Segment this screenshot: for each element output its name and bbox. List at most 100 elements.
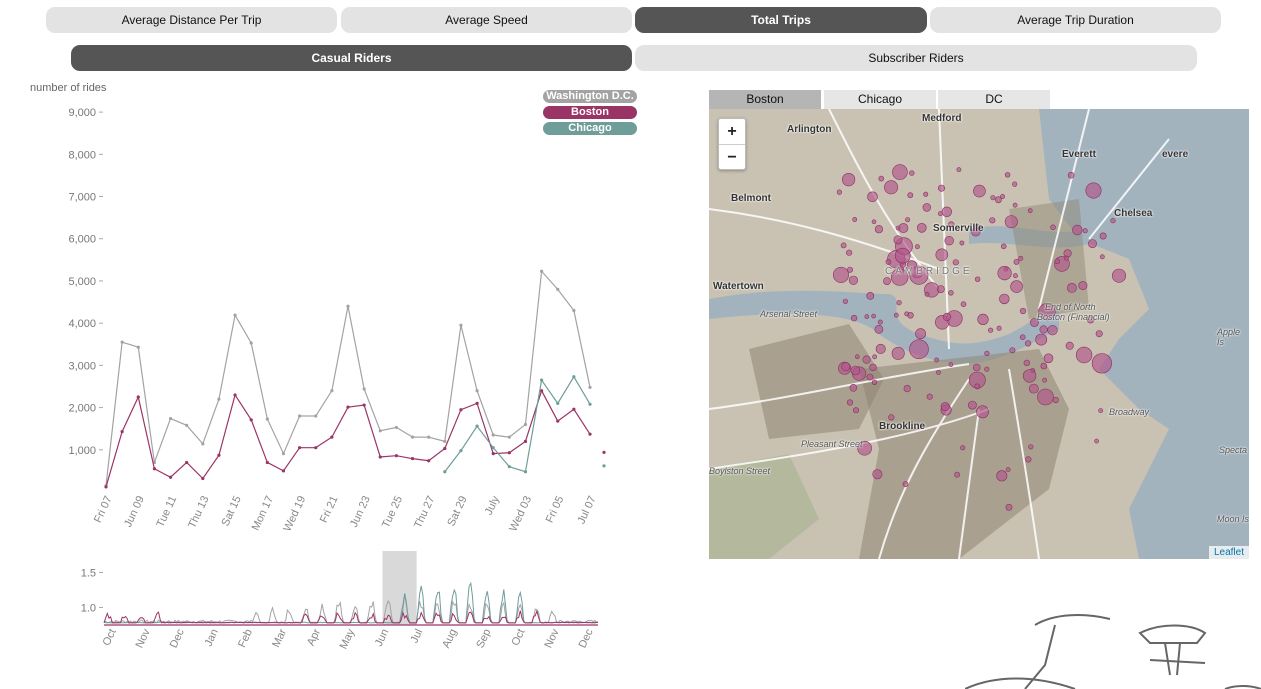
data-point	[523, 422, 528, 427]
tab-total-trips[interactable]: Total Trips	[635, 7, 927, 33]
tab-average-trip-duration[interactable]: Average Trip Duration	[930, 7, 1221, 33]
data-point	[556, 401, 560, 405]
station-marker	[869, 363, 877, 372]
mystic-river	[969, 226, 1089, 248]
brush-x-tick-label: Apr	[305, 627, 323, 648]
station-marker	[922, 203, 932, 212]
station-marker	[936, 369, 941, 375]
label-boston-financial: Boston (Financial)	[1037, 312, 1110, 322]
tab-average-distance[interactable]: Average Distance Per Trip	[46, 7, 337, 33]
station-marker	[866, 373, 874, 381]
station-marker	[944, 235, 954, 246]
station-marker	[1078, 281, 1088, 291]
station-marker	[940, 402, 950, 412]
brush-x-tick-label: Sep	[474, 627, 493, 650]
x-tick-label: Fri 21	[318, 494, 341, 525]
leaflet-attribution[interactable]: Leaflet	[1208, 546, 1249, 559]
station-marker	[1039, 325, 1048, 334]
station-marker	[1067, 171, 1075, 179]
x-tick-label: Thu 27	[412, 494, 437, 530]
station-marker	[857, 440, 872, 456]
data-point	[443, 470, 447, 474]
x-tick-label: Wed 03	[507, 494, 534, 533]
data-point	[491, 446, 495, 450]
brush-x-tick-label: Nov	[134, 627, 153, 650]
station-marker	[1019, 334, 1026, 340]
data-point	[346, 304, 350, 308]
map-tab-dc[interactable]: DC	[938, 90, 1050, 109]
station-marker	[1005, 467, 1011, 473]
station-marker	[1029, 318, 1039, 327]
station-marker	[850, 314, 858, 322]
station-marker	[1094, 438, 1099, 444]
station-marker	[1019, 307, 1027, 315]
brush-selection	[382, 551, 417, 625]
label-pleasant-street: Pleasant Street	[801, 439, 863, 449]
data-point	[588, 432, 592, 436]
data-point	[572, 308, 576, 313]
station-marker	[923, 191, 929, 197]
series-line-washington-d-c-	[105, 269, 591, 486]
station-marker	[1052, 396, 1059, 404]
data-point	[249, 418, 253, 422]
station-marker	[855, 354, 860, 359]
y-tick-label: 1,000	[68, 445, 96, 457]
station-marker	[850, 365, 861, 376]
station-marker	[833, 266, 850, 283]
station-marker	[848, 275, 858, 285]
legend-chicago[interactable]: Chicago	[543, 122, 637, 135]
station-marker	[1065, 341, 1074, 350]
station-marker	[997, 266, 1012, 281]
station-marker	[905, 217, 911, 223]
brush-x-tick-label: Jul	[409, 627, 426, 645]
label-spectacle-island: Specta	[1219, 445, 1248, 455]
tab-casual-riders[interactable]: Casual Riders	[71, 45, 632, 71]
zoom-out-button[interactable]: −	[719, 144, 745, 170]
series-line-boston	[105, 389, 591, 488]
data-point	[459, 323, 463, 327]
data-point	[233, 313, 237, 317]
station-marker	[842, 298, 848, 304]
station-map[interactable]: Medford Arlington Everett evere Belmont …	[709, 109, 1249, 559]
data-point	[378, 455, 382, 459]
station-marker	[1088, 239, 1097, 248]
station-marker	[1027, 208, 1033, 214]
overview-brush-chart[interactable]: 1.0 1.5 Oct Nov Dec Jan Feb Mar Apr May Jun Jul Aug S…	[0, 545, 640, 685]
station-marker	[840, 242, 847, 249]
map-tab-chicago[interactable]: Chicago	[824, 90, 936, 109]
legend-boston[interactable]: Boston	[543, 106, 637, 119]
station-marker	[935, 248, 949, 262]
map-tab-boston[interactable]: Boston	[709, 90, 821, 109]
data-point	[427, 459, 431, 463]
data-point	[330, 389, 334, 393]
station-marker	[960, 301, 967, 307]
station-marker	[877, 319, 883, 325]
data-point	[298, 446, 302, 450]
data-point	[507, 465, 511, 469]
station-marker	[938, 184, 946, 192]
legend-washington-dc[interactable]: Washington D.C.	[543, 90, 637, 103]
zoom-in-button[interactable]: +	[727, 123, 737, 140]
green-space	[709, 454, 819, 559]
data-point	[378, 429, 382, 433]
station-marker	[909, 339, 929, 359]
data-point	[572, 375, 576, 379]
tab-average-speed[interactable]: Average Speed	[341, 7, 632, 33]
station-marker	[883, 277, 891, 285]
label-chelsea: Chelsea	[1114, 208, 1153, 219]
station-marker	[1063, 255, 1069, 261]
x-tick-label: Jun 23	[348, 494, 373, 529]
series-line-chicago	[444, 375, 591, 473]
label-medford: Medford	[922, 113, 962, 124]
data-point	[281, 451, 286, 456]
data-point	[362, 403, 366, 407]
y-tick-label: 5,000	[68, 276, 96, 288]
tab-subscriber-riders[interactable]: Subscriber Riders	[635, 45, 1197, 71]
station-marker	[999, 293, 1010, 305]
data-point	[394, 454, 398, 458]
brush-x-tick-label: Oct	[509, 627, 527, 648]
station-marker	[849, 383, 858, 392]
station-marker	[903, 385, 911, 393]
data-point	[201, 442, 205, 446]
station-marker	[891, 346, 905, 360]
